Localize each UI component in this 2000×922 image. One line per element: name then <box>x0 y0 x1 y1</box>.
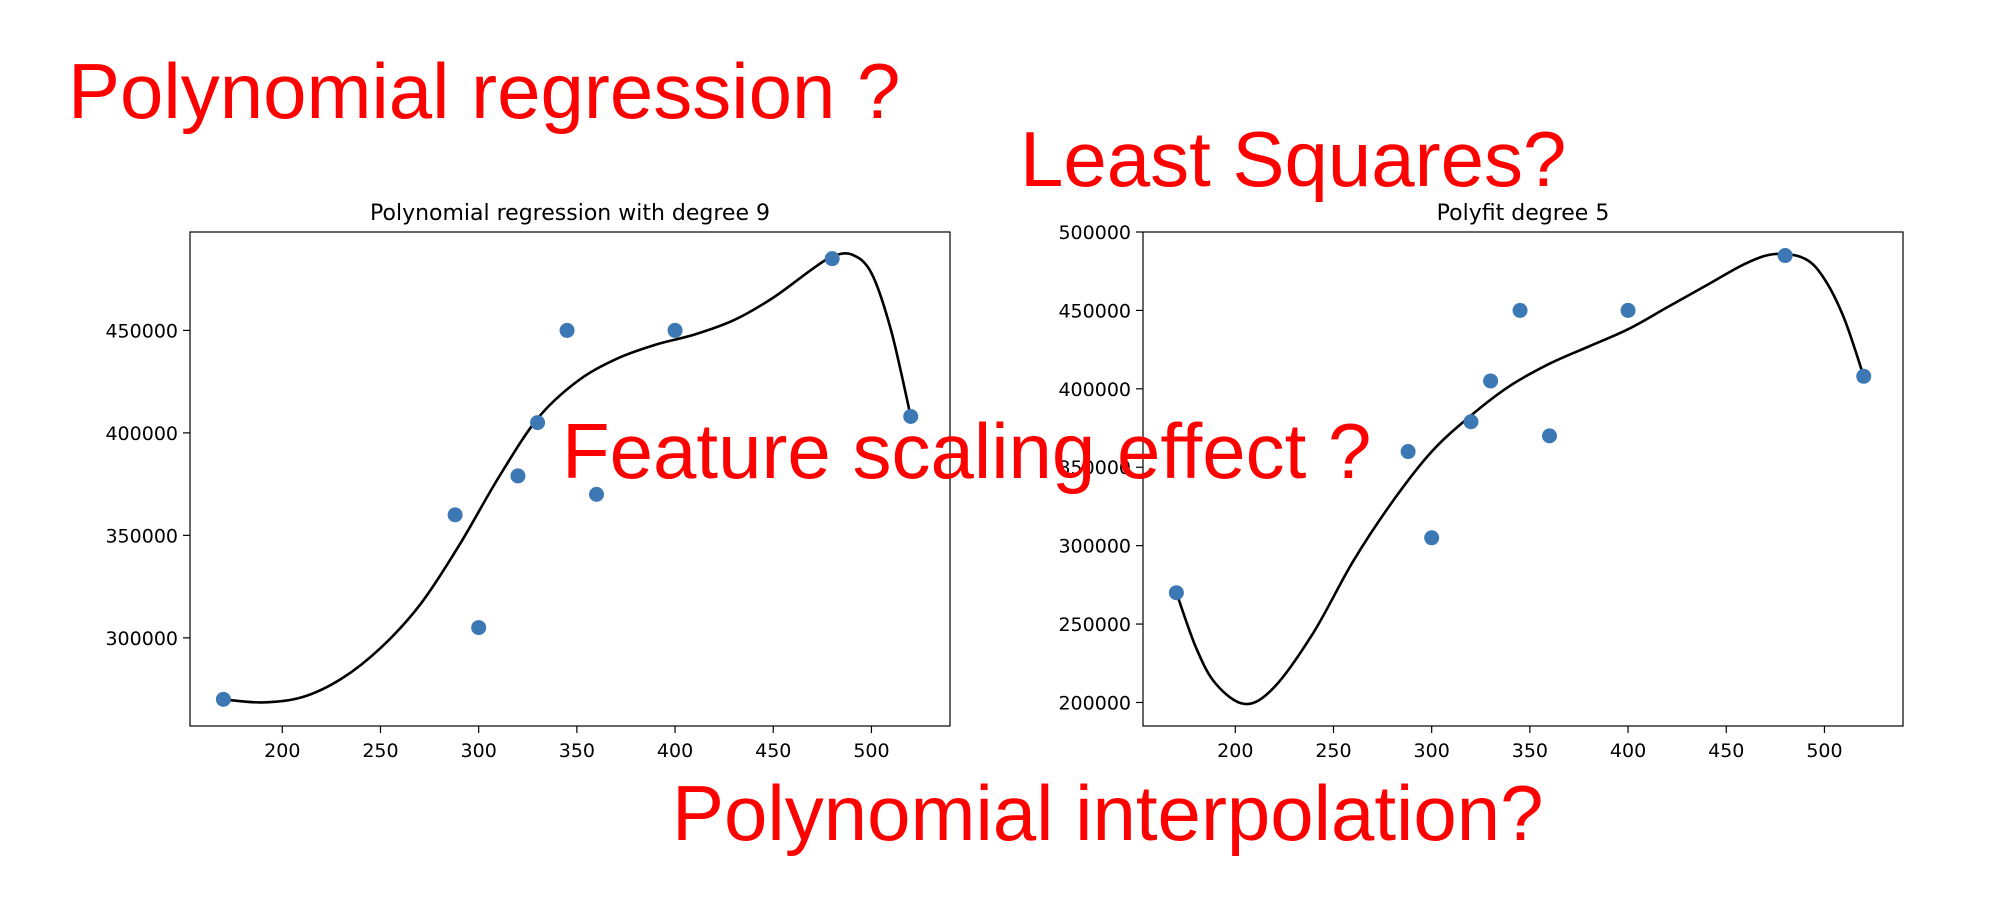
chart-1: Polynomial regression with degree 9 200 25… <box>105 201 951 762</box>
x-tick-label: 250 <box>1315 740 1351 762</box>
x-tick-label: 350 <box>559 740 595 762</box>
data-point <box>1620 302 1636 318</box>
data-point <box>824 251 840 267</box>
y-tick-label: 400000 <box>105 423 178 445</box>
data-point <box>1463 414 1479 430</box>
y-tick-label: 350000 <box>1058 457 1131 479</box>
data-point <box>530 415 546 431</box>
data-point <box>559 322 575 338</box>
data-point <box>1856 368 1872 384</box>
x-tick-label: 200 <box>264 740 300 762</box>
y-tick-label: 500000 <box>1058 222 1131 244</box>
annotation-least-squares: Least Squares? <box>1020 115 1567 203</box>
x-tick-label: 300 <box>1414 740 1450 762</box>
data-point <box>471 620 487 636</box>
data-point <box>510 468 526 484</box>
data-point <box>1483 373 1499 389</box>
chart-2: Polyfit degree 5 200 250 300 350 400 450 500 200… <box>1058 201 1904 762</box>
data-point <box>1512 302 1528 318</box>
data-point <box>1542 428 1558 444</box>
y-tick-label: 200000 <box>1058 692 1131 714</box>
annotation-polynomial-regression: Polynomial regression ? <box>68 47 901 135</box>
x-tick-label: 300 <box>461 740 497 762</box>
data-point <box>1424 530 1440 546</box>
y-tick-label: 450000 <box>105 320 178 342</box>
y-tick-label: 300000 <box>105 628 178 650</box>
fitted-curve <box>223 252 912 704</box>
y-tick-label: 350000 <box>105 525 178 547</box>
y-tick-label: 250000 <box>1058 614 1131 636</box>
x-tick-label: 250 <box>362 740 398 762</box>
data-point <box>903 408 919 424</box>
x-tick-label: 500 <box>853 740 889 762</box>
chart-title: Polyfit degree 5 <box>1437 201 1610 226</box>
data-point <box>1777 248 1793 264</box>
data-point <box>589 486 605 502</box>
data-point <box>667 322 683 338</box>
x-tick-label: 350 <box>1512 740 1548 762</box>
x-tick-label: 450 <box>755 740 791 762</box>
y-tick-label: 300000 <box>1058 536 1131 558</box>
x-tick-label: 400 <box>1610 740 1646 762</box>
chart-title: Polynomial regression with degree 9 <box>370 201 770 226</box>
data-point <box>1168 585 1184 601</box>
data-point <box>215 691 231 707</box>
plot-frame <box>1142 231 1904 727</box>
x-tick-label: 450 <box>1708 740 1744 762</box>
annotation-feature-scaling: Feature scaling effect ? <box>562 407 1372 495</box>
x-tick-label: 200 <box>1217 740 1253 762</box>
data-point <box>1400 444 1416 460</box>
x-tick-label: 400 <box>657 740 693 762</box>
x-tick-label: 500 <box>1806 740 1842 762</box>
y-tick-label: 400000 <box>1058 379 1131 401</box>
annotation-polynomial-interpolation: Polynomial interpolation? <box>672 769 1544 857</box>
plot-frame <box>189 231 951 727</box>
y-tick-label: 450000 <box>1058 300 1131 322</box>
data-point <box>447 507 463 523</box>
